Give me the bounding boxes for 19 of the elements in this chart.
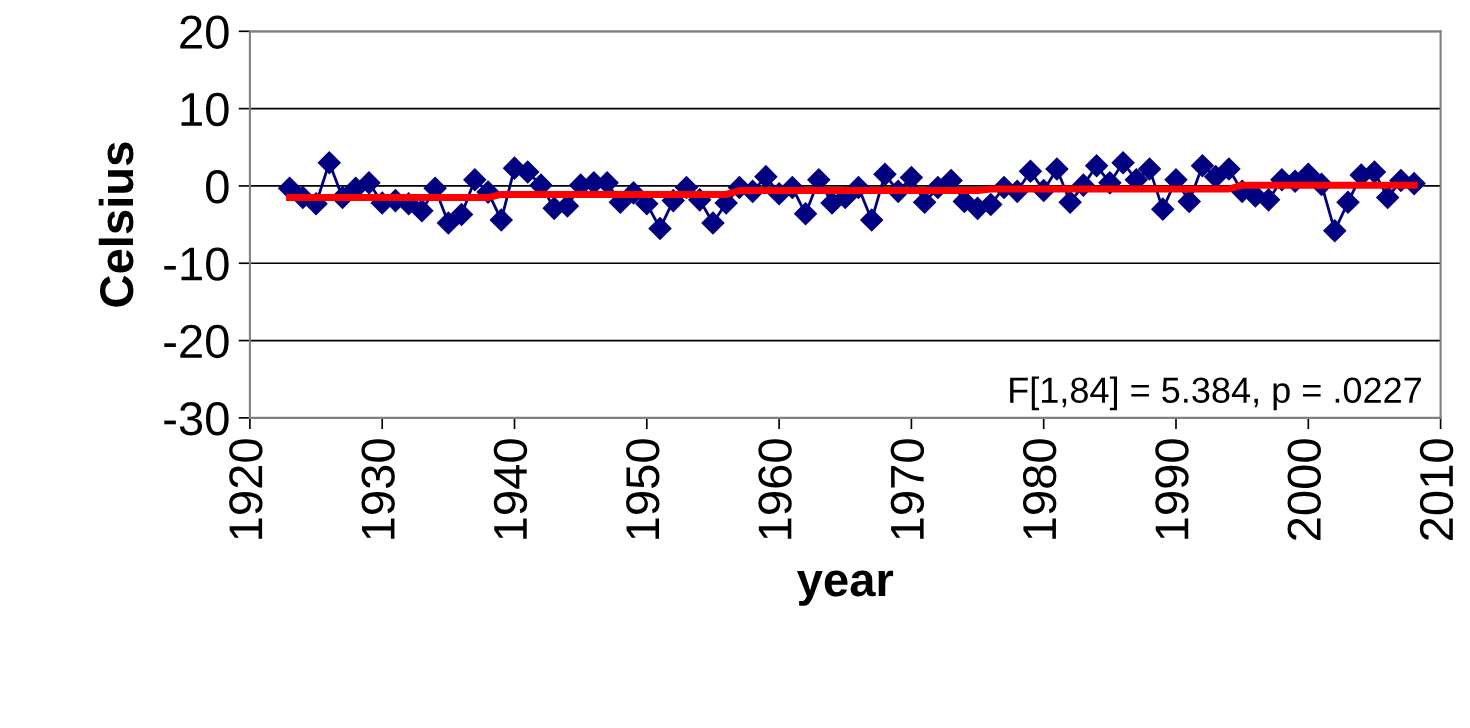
y-tick-label: 10 (181, 92, 229, 127)
y-axis-title: Celsius (98, 142, 134, 307)
y-tick-label: -10 (164, 247, 229, 281)
x-tick-label: 1990 (1155, 439, 1189, 539)
x-tick-label: 1950 (626, 439, 660, 539)
x-tick-label: 1970 (890, 439, 925, 539)
y-tick-label: 20 (180, 15, 229, 49)
y-tick-label: -20 (164, 324, 229, 359)
y-tick-label: 0 (206, 170, 229, 204)
x-tick-label: 1920 (229, 439, 263, 539)
x-tick-label: 2000 (1287, 439, 1321, 540)
x-tick-label: 1930 (361, 439, 395, 539)
x-tick-label: 2010 (1419, 439, 1454, 540)
y-tick-label: -30 (164, 402, 229, 436)
x-tick-label: 1940 (493, 439, 528, 539)
x-axis-title: year (797, 570, 894, 606)
annotation: F[1,84] = 5.384, p = .0227 (1010, 376, 1421, 411)
x-tick-label: 1980 (1022, 439, 1057, 539)
x-tick-label: 1960 (758, 439, 792, 539)
